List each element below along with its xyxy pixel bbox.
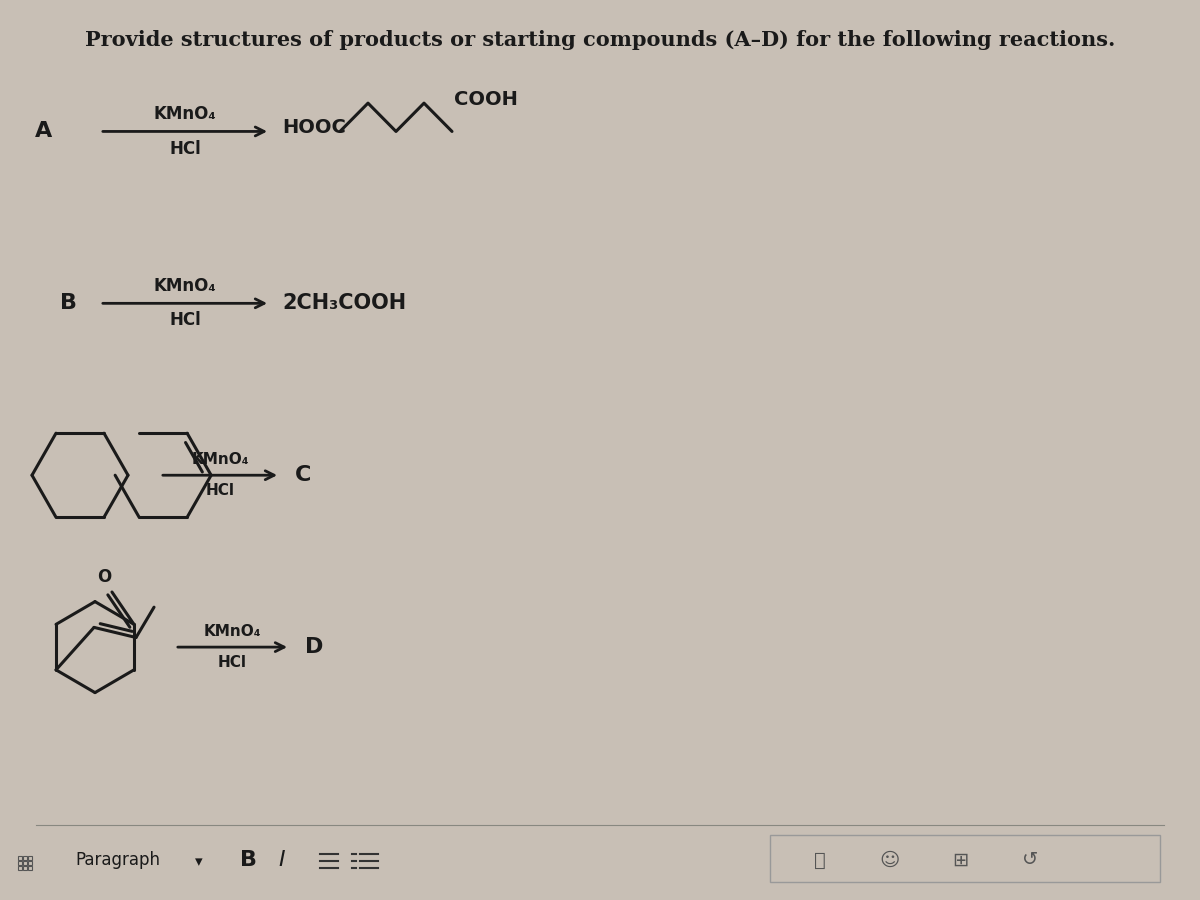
Text: 2CH₃COOH: 2CH₃COOH — [282, 293, 406, 313]
Bar — [23, 856, 28, 860]
Text: ↺: ↺ — [1022, 850, 1038, 869]
Text: ☺: ☺ — [880, 850, 900, 869]
Bar — [18, 856, 22, 860]
Text: Paragraph: Paragraph — [74, 851, 160, 869]
Text: O: O — [97, 568, 112, 586]
Bar — [18, 861, 22, 865]
Text: ▾: ▾ — [194, 854, 203, 869]
Text: B: B — [60, 293, 77, 313]
Text: HCl: HCl — [205, 483, 234, 499]
Text: KMnO₄: KMnO₄ — [204, 624, 262, 639]
Text: Provide structures of products or starting compounds (A–D) for the following rea: Provide structures of products or starti… — [85, 31, 1115, 50]
Bar — [18, 866, 22, 870]
Text: HCl: HCl — [218, 655, 247, 670]
Bar — [28, 856, 32, 860]
Text: HCl: HCl — [169, 140, 200, 158]
Text: KMnO₄: KMnO₄ — [154, 105, 216, 123]
Text: D: D — [305, 637, 323, 657]
Text: I: I — [278, 850, 284, 870]
Text: B: B — [240, 850, 257, 870]
Text: C: C — [295, 465, 311, 485]
Bar — [23, 861, 28, 865]
Text: HCl: HCl — [169, 311, 200, 329]
Text: HOOC: HOOC — [282, 118, 346, 137]
Text: KMnO₄: KMnO₄ — [191, 452, 248, 467]
Bar — [770, 835, 1160, 882]
Text: COOH: COOH — [454, 90, 518, 109]
Text: A: A — [35, 122, 53, 141]
Text: ⊞: ⊞ — [952, 850, 968, 869]
Bar — [23, 866, 28, 870]
Bar — [28, 866, 32, 870]
Bar — [28, 861, 32, 865]
Text: ⛰: ⛰ — [814, 850, 826, 869]
Text: KMnO₄: KMnO₄ — [154, 277, 216, 295]
